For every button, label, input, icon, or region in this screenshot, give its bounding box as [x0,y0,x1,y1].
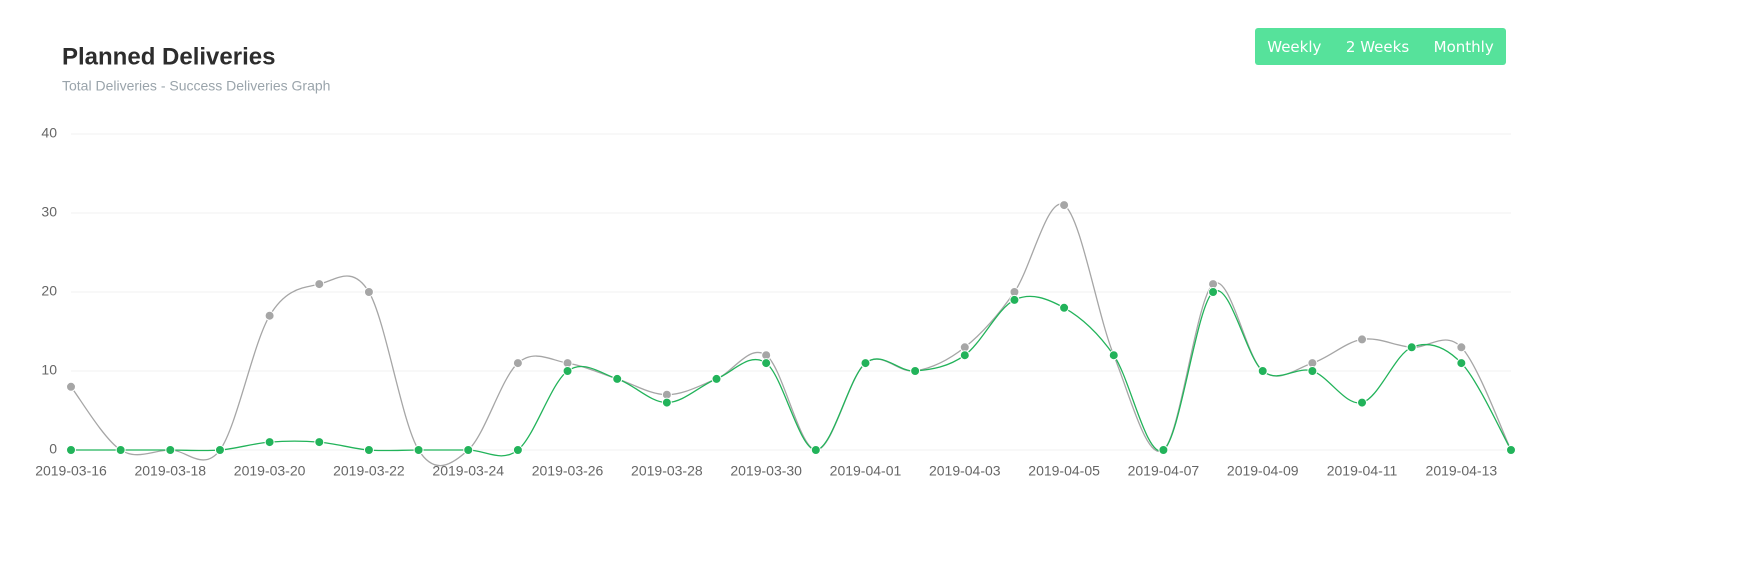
chart-title: Planned Deliveries [62,43,275,70]
data-point [363,287,374,297]
data-point [562,366,573,376]
x-tick-label: 2019-03-20 [234,463,306,479]
x-tick-label: 2019-04-11 [1327,463,1398,479]
y-tick-label: 20 [41,283,57,299]
y-tick-label: 0 [49,441,57,457]
data-point [761,358,772,369]
data-point [1257,366,1268,376]
data-point [1158,445,1169,455]
data-point [661,397,672,408]
y-tick-label: 40 [41,125,57,141]
data-point [264,310,275,321]
x-tick-label: 2019-03-24 [432,463,504,479]
x-tick-label: 2019-04-09 [1227,463,1299,479]
data-point [1009,294,1020,305]
x-tick-label: 2019-03-28 [631,463,703,479]
x-tick-label: 2019-04-03 [929,463,1001,479]
data-point [1357,334,1368,345]
data-point [1357,397,1368,408]
data-point [1307,366,1318,376]
data-point [463,445,474,455]
series-line [70,203,1512,467]
data-point [810,445,821,455]
range-buttons: Weekly 2 Weeks Monthly [1255,28,1506,65]
data-point [115,445,126,455]
data-point [1456,342,1467,353]
data-point [959,350,970,361]
x-tick-label: 2019-04-05 [1028,463,1100,479]
x-tick-label: 2019-03-22 [333,463,405,479]
data-point [1059,200,1070,211]
data-point [214,445,225,455]
two-weeks-button[interactable]: 2 Weeks [1345,37,1410,56]
data-point [512,445,523,455]
x-tick-label: 2019-04-13 [1426,463,1498,479]
data-point [711,373,722,384]
data-point [66,381,76,392]
data-point [264,437,275,448]
data-point [1108,350,1119,361]
data-point [1506,445,1516,455]
data-point [314,279,325,290]
data-point [413,445,424,455]
series-line [70,289,1512,457]
x-tick-label: 2019-03-18 [134,463,206,479]
data-point [1059,302,1070,313]
data-point [860,358,871,369]
x-tick-label: 2019-03-16 [35,463,107,479]
data-point [1208,287,1219,297]
data-point [66,445,76,455]
x-tick-label: 2019-04-01 [830,463,902,479]
x-tick-label: 2019-03-30 [730,463,802,479]
y-tick-label: 10 [41,362,57,378]
data-point [1456,358,1467,369]
data-point [165,445,176,455]
x-tick-label: 2019-03-26 [532,463,604,479]
data-point [314,437,325,448]
x-tick-label: 2019-04-07 [1128,463,1200,479]
chart-subtitle: Total Deliveries - Success Deliveries Gr… [62,78,330,94]
data-point [910,366,921,376]
monthly-button[interactable]: Monthly [1433,37,1494,56]
y-tick-label: 30 [41,204,57,220]
data-point [363,445,374,455]
data-point [1406,342,1417,353]
data-point [612,373,623,384]
data-point [512,358,523,369]
weekly-button[interactable]: Weekly [1267,37,1322,56]
